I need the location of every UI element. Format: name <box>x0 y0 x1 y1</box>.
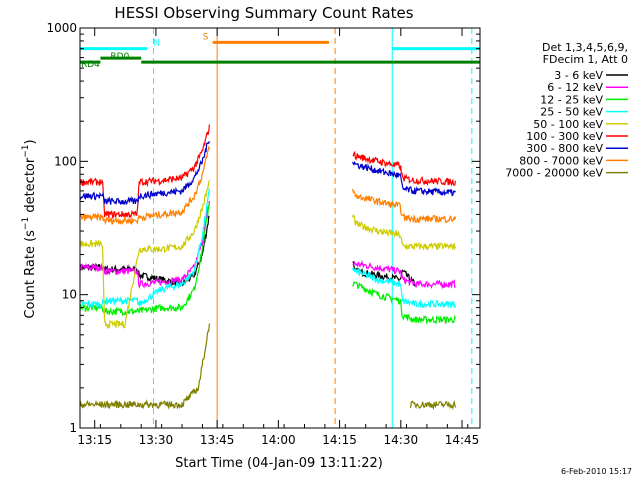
series-line <box>79 145 210 226</box>
y-tick-label: 100 <box>54 154 77 168</box>
series-line <box>79 179 210 330</box>
series-line <box>352 214 457 251</box>
legend-label: 3 - 6 keV <box>554 69 603 82</box>
legend: Det 1,3,4,5,6,9, FDecim 1, Att 0 3 - 6 k… <box>505 41 628 180</box>
x-tick-label: 14:30 <box>384 433 419 447</box>
x-tick-label: 14:00 <box>261 433 296 447</box>
series-line <box>79 188 210 309</box>
y-tick-label: 1000 <box>46 21 77 35</box>
x-tick-label: 14:15 <box>322 433 357 447</box>
series-line <box>352 267 457 309</box>
series-line <box>79 141 210 206</box>
x-tick-label: 13:45 <box>200 433 235 447</box>
legend-title-line-1: Det 1,3,4,5,6,9, <box>542 41 628 54</box>
y-axis-label: Count Rate (s−1 detector−1) <box>21 139 38 318</box>
series-line <box>352 280 457 326</box>
legend-label: 6 - 12 keV <box>547 81 603 94</box>
series-line <box>352 259 456 290</box>
y-tick-label: 10 <box>62 288 77 302</box>
legend-label: 100 - 300 keV <box>526 130 603 143</box>
footer-timestamp: 6-Feb-2010 15:17 <box>561 467 632 476</box>
legend-label: 300 - 800 keV <box>526 142 603 155</box>
chart-title: HESSI Observing Summary Count Rates <box>114 4 413 22</box>
legend-label: 7000 - 20000 keV <box>505 167 603 180</box>
x-axis-label: Start Time (04-Jan-09 13:11:22) <box>175 456 383 471</box>
series-line <box>352 260 416 287</box>
series-line <box>352 188 457 224</box>
series-line <box>79 323 210 410</box>
plot-frame <box>79 27 481 429</box>
flag-bar-label: N <box>153 39 160 49</box>
y-axis-label-superscript: −1 <box>21 217 31 230</box>
y-tick-label: 1 <box>69 421 77 435</box>
flag-bars: NSRD0RD4 <box>80 32 480 70</box>
series-line <box>410 399 457 411</box>
x-tick-label: 13:15 <box>77 433 112 447</box>
series-line <box>79 200 210 289</box>
legend-label: 800 - 7000 keV <box>519 154 603 167</box>
series-group <box>79 124 457 411</box>
flag-bar-label: S <box>203 32 209 42</box>
legend-title-line-2: FDecim 1, Att 0 <box>543 53 628 66</box>
flag-vertical-lines <box>152 28 473 428</box>
legend-label: 50 - 100 keV <box>533 118 603 131</box>
series-line <box>79 124 210 220</box>
flag-bar-label: RD4 <box>81 60 100 70</box>
y-axis-label-superscript: −1 <box>21 144 31 157</box>
y-axis-label-part: detector <box>23 157 38 217</box>
legend-label: 25 - 50 keV <box>540 106 603 119</box>
series-line <box>352 150 457 187</box>
legend-label: 12 - 25 keV <box>540 93 603 106</box>
series-line <box>352 160 456 197</box>
axes: 13:15 13:30 13:45 14:00 14:15 14:30 14:45 1 10 10… <box>46 21 481 447</box>
x-tick-label: 13:30 <box>139 433 174 447</box>
x-tick-label: 14:45 <box>445 433 480 447</box>
y-axis-label-part: Count Rate (s <box>23 230 38 319</box>
y-axis-label-part: ) <box>23 139 38 144</box>
